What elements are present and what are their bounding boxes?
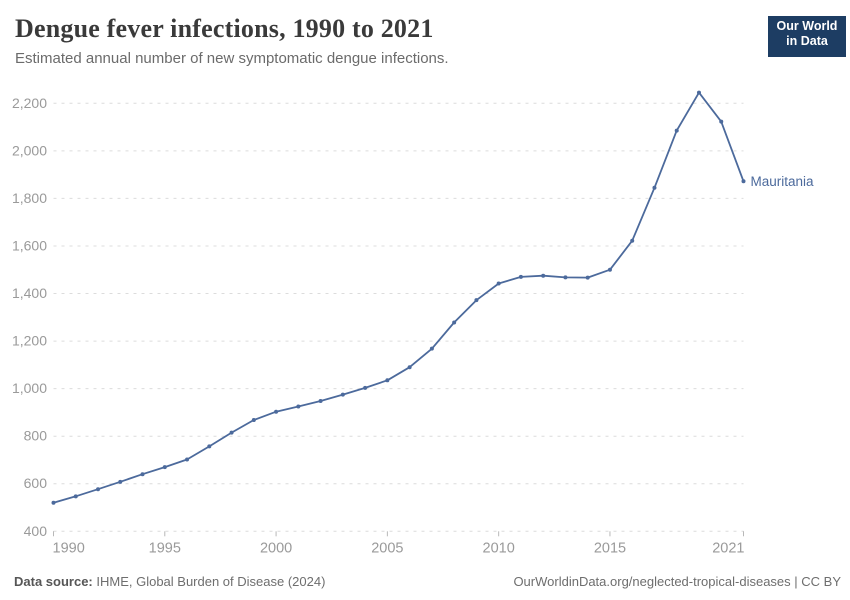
chart-footer: Data source: IHME, Global Burden of Dise… [14,574,841,589]
data-point [474,298,479,303]
data-point [51,500,56,505]
owid-cc-link[interactable]: OurWorldinData.org/neglected-tropical-di… [513,574,841,589]
data-point [607,267,612,272]
data-point [407,365,412,370]
data-point [563,275,568,280]
series-label: Mauritania [751,174,815,189]
series-line [52,91,745,504]
y-axis-tick-label: 1,000 [12,380,47,396]
data-point [496,281,501,286]
x-axis-tick-label: 1990 [53,540,85,556]
data-point [229,430,234,435]
y-axis-tick-label: 400 [24,523,48,539]
data-point [674,128,679,133]
data-point [318,398,323,403]
data-point [251,418,256,423]
y-axis-tick-label: 1,800 [12,190,47,206]
data-point [207,444,212,449]
x-axis-tick-label: 1995 [149,540,181,556]
data-point [363,385,368,390]
data-point [719,119,724,124]
data-point [630,238,635,243]
x-axis-tick-label: 2010 [483,540,515,556]
owid-logo: Our World in Data [768,16,846,57]
y-axis-tick-label: 800 [24,428,48,444]
y-axis-tick-label: 1,400 [12,285,47,301]
data-point [140,472,145,477]
data-source-label: Data source: [14,574,93,589]
data-source-text: IHME, Global Burden of Disease (2024) [92,574,326,589]
y-axis-tick-label: 600 [24,475,48,491]
data-point [696,90,701,95]
y-axis-tick-label: 2,200 [12,95,47,111]
data-point [385,378,390,383]
data-source-note: Data source: IHME, Global Burden of Dise… [14,574,325,589]
data-point [541,273,546,278]
data-point [185,457,190,462]
data-point [118,479,123,484]
chart-title: Dengue fever infections, 1990 to 2021 [15,14,434,43]
x-axis-tick-label: 2021 [712,540,744,556]
data-point [429,346,434,351]
data-point [73,494,78,499]
y-axis-tick-label: 1,200 [12,333,47,349]
y-axis-tick-label: 2,000 [12,142,47,158]
data-point [296,404,301,409]
data-point [96,487,101,492]
data-point [518,274,523,279]
data-point [452,320,457,325]
data-point [652,185,657,190]
data-point [340,392,345,397]
owid-logo-line1: Our World [776,19,838,33]
y-axis-tick-label: 1,600 [12,237,47,253]
data-point [585,275,590,280]
chart-subtitle: Estimated annual number of new symptomat… [15,50,449,67]
data-point [274,409,279,414]
data-point [162,465,167,470]
owid-logo-line2: in Data [786,34,828,48]
x-axis-tick-label: 2000 [260,540,292,556]
x-axis-tick-label: 2005 [371,540,403,556]
x-axis-tick-label: 2015 [594,540,626,556]
data-point [741,179,746,184]
